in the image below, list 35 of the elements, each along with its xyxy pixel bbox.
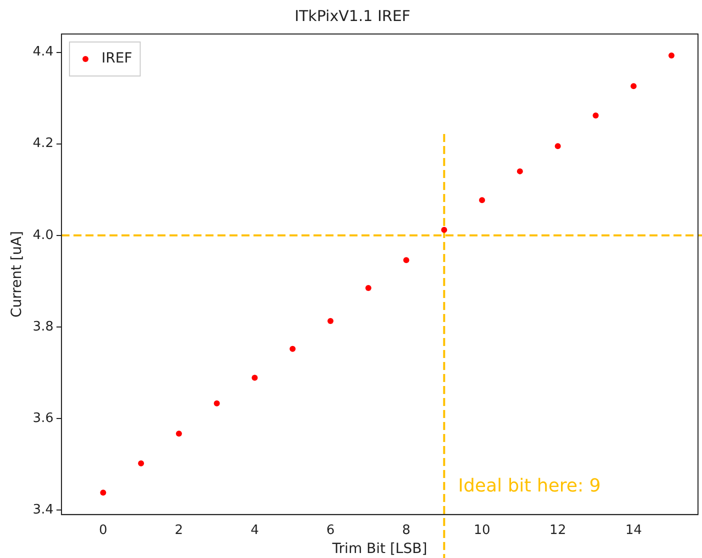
point	[554, 143, 561, 150]
point	[479, 197, 486, 204]
point	[516, 168, 523, 174]
point	[214, 400, 220, 406]
point	[668, 52, 674, 59]
point	[441, 226, 448, 233]
legend-label: IREF	[101, 50, 132, 67]
y-tick-label: 3.4	[32, 502, 54, 518]
x-tick-label: 10	[474, 522, 490, 538]
x-tick-label: 2	[174, 522, 184, 538]
point	[630, 83, 637, 90]
y-tick-label: 4.0	[32, 228, 54, 243]
x-tick-label: 4	[250, 522, 259, 538]
point	[403, 257, 410, 264]
chart-title: ITkPixV1.1 IREF	[294, 6, 410, 25]
x-tick-label: 14	[625, 522, 642, 538]
y-tick-label: 4.2	[32, 136, 54, 152]
point	[327, 318, 334, 324]
y-tick-label: 4.4	[32, 44, 54, 60]
y-tick-label: 3.6	[32, 410, 54, 426]
x-axis-title: Trim Bit [LSB]	[331, 541, 428, 558]
x-tick-label: 12	[550, 522, 566, 538]
point	[290, 346, 296, 352]
point	[252, 374, 258, 381]
x-tick-label: 6	[326, 522, 335, 538]
point	[365, 285, 372, 292]
point	[176, 430, 182, 437]
point	[138, 460, 144, 466]
y-tick-label: 3.8	[32, 319, 54, 334]
y-axis-title: Current [uA]	[9, 231, 26, 318]
point	[100, 490, 106, 496]
annotation: Ideal bit here: 9	[458, 475, 601, 496]
x-tick-label: 0	[99, 522, 108, 538]
point	[592, 112, 599, 118]
x-tick-label: 8	[402, 522, 410, 538]
